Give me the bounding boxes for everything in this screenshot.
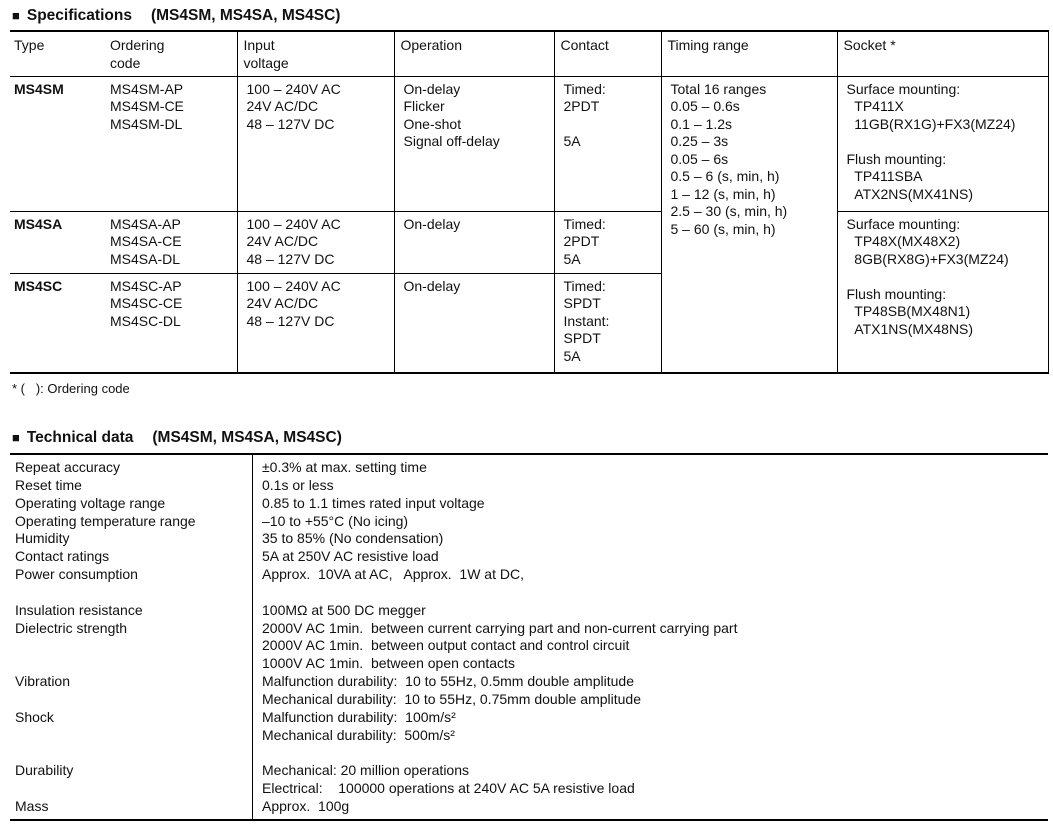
technical-data-section: ■ Technical data (MS4SM, MS4SA, MS4SC) Rep… — [10, 428, 1048, 821]
tech-value: Mechanical durability: 10 to 55Hz, 0.75m… — [262, 690, 641, 707]
tech-value: Malfunction durability: 100m/s² — [262, 708, 456, 725]
tech-label — [10, 655, 252, 673]
tech-value: 5A at 250V AC resistive load — [262, 548, 439, 565]
tech-label — [10, 584, 252, 602]
technical-data-subtitle: (MS4SM, MS4SA, MS4SC) — [152, 429, 342, 446]
tech-value: Approx. 100g — [262, 798, 350, 815]
spec-cell-contact-ms4sa: Timed: 2PDT 5A — [553, 211, 661, 274]
specifications-table: Type Ordering code Input voltage Operati… — [10, 30, 1049, 374]
tech-label: Durability — [15, 762, 74, 779]
tech-label: Shock — [15, 708, 54, 725]
tech-label — [10, 780, 252, 798]
spec-cell-type-ms4sa: MS4SA — [10, 211, 104, 274]
tech-label: Dielectric strength — [15, 619, 128, 636]
technical-data-table: Repeat accuracy ±0.3% at max. setting ti… — [10, 453, 1048, 821]
spec-cell-input-ms4sa: 100 – 240V AC 24V AC/DC 48 – 127V DC — [236, 211, 394, 274]
tech-value — [252, 745, 1048, 763]
spec-cell-type-ms4sm: MS4SM — [10, 76, 104, 212]
tech-label — [10, 727, 252, 745]
spec-cell-contact-ms4sc: Timed: SPDT Instant: SPDT 5A — [553, 273, 661, 373]
tech-label: Operating voltage range — [15, 494, 166, 511]
tech-value — [252, 584, 1048, 602]
tech-table-divider — [252, 455, 253, 819]
spec-cell-ordering-ms4sm: MS4SM-AP MS4SM-CE MS4SM-DL — [104, 76, 237, 212]
spec-row-ms4sm: MS4SM MS4SM-AP MS4SM-CE MS4SM-DL 100 – 2… — [10, 76, 1049, 373]
specifications-title: Specifications — [26, 7, 132, 24]
tech-label: Contact ratings — [15, 548, 110, 565]
spec-cell-ordering-ms4sa: MS4SA-AP MS4SA-CE MS4SA-DL — [104, 211, 237, 274]
tech-label — [10, 637, 252, 655]
tech-label: Mass — [15, 798, 49, 815]
technical-data-heading: ■ Technical data (MS4SM, MS4SA, MS4SC) — [12, 428, 1048, 447]
tech-value: 0.1s or less — [262, 476, 334, 493]
ordering-code-footnote: * ( ): Ordering code — [12, 381, 130, 396]
tech-label: Operating temperature range — [15, 512, 196, 529]
spec-cell-input-ms4sm: 100 – 240V AC 24V AC/DC 48 – 127V DC — [236, 76, 394, 212]
tech-value: –10 to +55°C (No icing) — [262, 512, 409, 529]
spec-cell-input-ms4sc: 100 – 240V AC 24V AC/DC 48 – 127V DC — [236, 273, 394, 373]
tech-value: Malfunction durability: 10 to 55Hz, 0.5m… — [262, 673, 634, 690]
tech-value: ±0.3% at max. setting time — [262, 459, 427, 475]
square-bullet-icon: ■ — [12, 430, 20, 445]
spec-cell-type-ms4sc: MS4SC — [14, 277, 63, 294]
spec-header-row: Type Ordering code Input voltage Operati… — [10, 31, 1049, 77]
spec-cell-operation-ms4sm: On-delay Flicker One-shot Signal off-del… — [393, 76, 554, 212]
spec-row-ms4sc: MS4SC MS4SC-AP MS4SC-CE MS4SC-DL 100 – 2… — [10, 273, 1048, 373]
tech-label: Humidity — [15, 530, 70, 547]
tech-label: Vibration — [15, 673, 71, 690]
tech-label: Reset time — [15, 476, 82, 493]
tech-value: 2000V AC 1min. between current carrying … — [262, 619, 738, 636]
tech-value: 100MΩ at 500 DC megger — [262, 601, 426, 618]
tech-value: Electrical: 100000 operations at 240V AC… — [262, 780, 635, 797]
technical-data-title: Technical data — [26, 429, 134, 446]
tech-label: Power consumption — [15, 566, 138, 583]
tech-value: 2000V AC 1min. between output contact an… — [262, 637, 630, 654]
square-bullet-icon: ■ — [12, 8, 20, 23]
spec-header-operation: Operation — [393, 31, 554, 77]
spec-row-ms4sa: MS4SA MS4SA-AP MS4SA-CE MS4SA-DL 100 – 2… — [10, 211, 1049, 373]
spec-cell-operation-ms4sc: On-delay — [393, 273, 554, 373]
tech-label — [10, 691, 252, 709]
specifications-heading: ■ Specifications (MS4SM, MS4SA, MS4SC) — [12, 6, 1048, 25]
tech-value: Mechanical: 20 million operations — [262, 762, 469, 779]
tech-label: Repeat accuracy — [15, 459, 121, 475]
tech-value: 0.85 to 1.1 times rated input voltage — [262, 494, 485, 511]
tech-label — [10, 745, 252, 763]
spec-cell-ordering-ms4sc: MS4SC-AP MS4SC-CE MS4SC-DL — [110, 277, 183, 329]
spec-cell-timing-range: Total 16 ranges 0.05 – 0.6s 0.1 – 1.2s 0… — [660, 76, 837, 373]
tech-value: Approx. 10VA at AC, Approx. 1W at DC, — [262, 566, 524, 583]
spec-cell-operation-ms4sa: On-delay — [393, 211, 554, 274]
spec-header-timing-range: Timing range — [660, 31, 837, 77]
tech-value: 35 to 85% (No condensation) — [262, 530, 444, 547]
tech-label: Insulation resistance — [15, 601, 143, 618]
tech-value: Mechanical durability: 500m/s² — [262, 726, 455, 743]
spec-header-contact: Contact — [553, 31, 661, 77]
spec-cell-socket-ms4sm: Surface mounting: TP411X 11GB(RX1G)+FX3(… — [836, 76, 1049, 212]
spec-header-ordering-code: Ordering code — [104, 31, 237, 77]
spec-header-input-voltage: Input voltage — [236, 31, 394, 77]
spec-header-socket: Socket * — [836, 31, 1049, 77]
tech-value: 1000V AC 1min. between open contacts — [262, 655, 515, 672]
spec-cell-contact-ms4sm: Timed: 2PDT 5A — [553, 76, 661, 212]
spec-cell-socket-ms4sa-ms4sc: Surface mounting: TP48X(MX48X2) 8GB(RX8G… — [836, 211, 1049, 373]
specifications-subtitle: (MS4SM, MS4SA, MS4SC) — [150, 7, 341, 24]
spec-header-type: Type — [10, 31, 104, 77]
